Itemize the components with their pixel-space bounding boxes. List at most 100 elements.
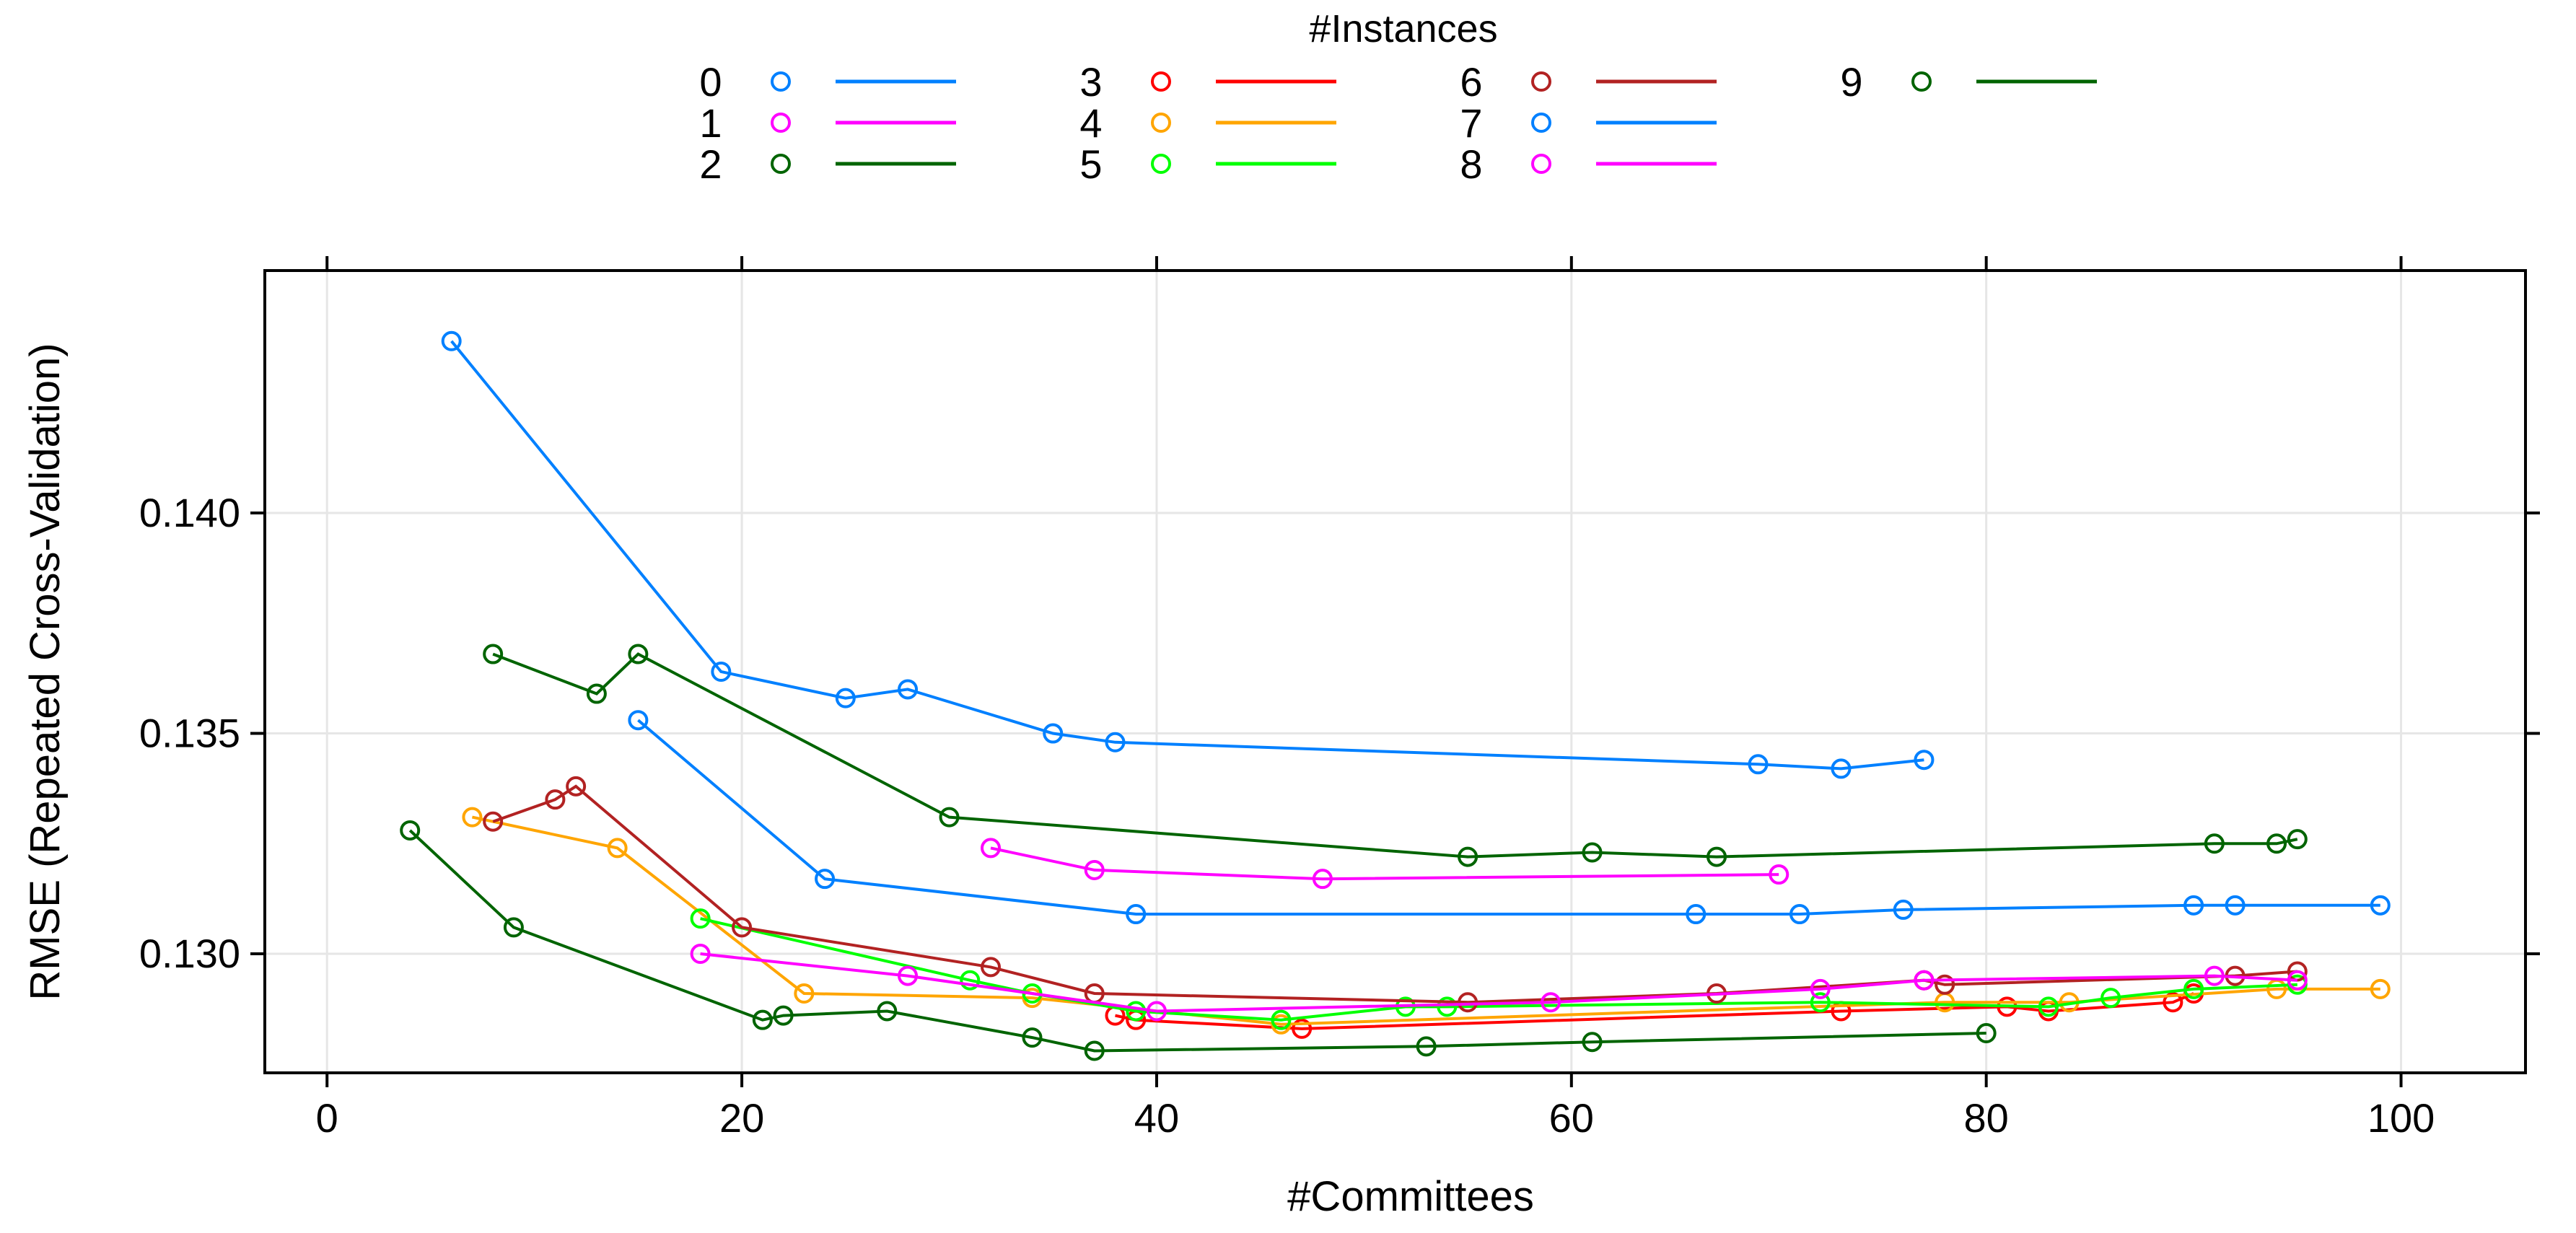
data-point [1271, 1009, 1292, 1030]
legend-label: 0 [699, 59, 722, 105]
data-point [981, 838, 1002, 859]
y-tick-label: 0.130 [139, 931, 240, 976]
legend-marker [1531, 113, 1551, 133]
data-point [586, 683, 607, 704]
data-point [2163, 992, 2183, 1013]
data-point [898, 965, 919, 986]
data-point [732, 917, 753, 938]
data-point [1686, 904, 1707, 925]
plot-frame [263, 269, 2527, 1074]
data-point [2038, 996, 2059, 1017]
series-7 [628, 710, 2391, 925]
x-tick-label: 20 [719, 1095, 764, 1141]
axes: 0 20 40 60 80 100 0.130 0.135 0.140 [139, 256, 2540, 1141]
legend-label: 1 [699, 100, 722, 146]
data-point [690, 908, 711, 929]
data-point [2204, 965, 2225, 986]
data-point [1126, 1001, 1147, 1022]
data-point [441, 330, 462, 351]
legend-entry-3: 3 [1079, 59, 1336, 105]
legend-marker [1151, 154, 1171, 174]
data-point [1893, 899, 1914, 920]
series-line [450, 340, 1924, 771]
data-point [2183, 978, 2204, 999]
legend-entry-8: 8 [1460, 141, 1717, 187]
data-point [1541, 992, 1561, 1013]
data-point [1935, 974, 1955, 995]
plot-panel: 0 20 40 60 80 100 0.130 0.135 0.140 [139, 256, 2540, 1141]
data-point [1810, 992, 1831, 1013]
data-point [2370, 978, 2391, 999]
data-point [1312, 869, 1333, 890]
data-point [711, 662, 732, 682]
series-line [471, 815, 2380, 1026]
legend-marker [771, 154, 791, 174]
data-point [981, 957, 1002, 978]
data-point [2100, 988, 2121, 1009]
data-point [2287, 970, 2308, 991]
data-point [483, 644, 504, 664]
series-line [492, 784, 2297, 1004]
legend: #Instances 012 345 678 9 [699, 7, 2097, 187]
legend-entry-6: 6 [1460, 59, 1717, 105]
data-point [752, 1009, 773, 1030]
legend-label: 3 [1079, 59, 1102, 105]
data-point [2183, 895, 2204, 916]
x-tick-label: 60 [1549, 1095, 1594, 1141]
legend-entry-0: 0 [699, 59, 956, 105]
series-0 [441, 330, 1935, 779]
data-point [690, 944, 711, 965]
data-point [1084, 1040, 1105, 1061]
series-line [990, 846, 1779, 881]
data-point [1105, 732, 1126, 752]
series-line [1115, 992, 2194, 1030]
data-point [1416, 1036, 1437, 1057]
x-tick-label: 0 [316, 1095, 338, 1141]
legend-entry-9: 9 [1840, 59, 2097, 105]
data-point [1084, 859, 1105, 880]
data-point [2225, 895, 2246, 916]
legend-entry-7: 7 [1460, 100, 1717, 146]
data-point [2370, 895, 2391, 916]
x-tick-label: 80 [1964, 1095, 2009, 1141]
data-point [1146, 1001, 1167, 1022]
data-point [483, 811, 504, 832]
x-tick-label: 100 [2367, 1095, 2435, 1141]
legend-entry-4: 4 [1079, 100, 1336, 146]
data-point [1976, 1023, 1997, 1044]
x-tick-label: 40 [1134, 1095, 1179, 1141]
data-point [815, 869, 836, 890]
data-point [1022, 1027, 1043, 1048]
series-9 [400, 820, 1997, 1061]
data-point [1458, 992, 1478, 1013]
data-point [1437, 996, 1458, 1017]
y-tick-label: 0.135 [139, 711, 240, 756]
series-line [637, 719, 2380, 916]
data-point [939, 807, 960, 828]
y-axis-label: RMSE (Repeated Cross-Validation) [22, 343, 69, 1000]
series-line [700, 952, 2297, 1013]
data-point [1126, 904, 1147, 925]
legend-marker [771, 113, 791, 133]
data-point [1810, 978, 1831, 999]
data-point [960, 970, 981, 991]
data-point [1582, 842, 1603, 863]
legend-label: 5 [1079, 141, 1102, 187]
data-point [1458, 846, 1478, 867]
data-point [2287, 829, 2308, 850]
data-point [545, 789, 566, 810]
legend-marker [1151, 113, 1171, 133]
series-line [408, 829, 1986, 1053]
legend-entry-5: 5 [1079, 141, 1336, 187]
legend-title: #Instances [1309, 7, 1497, 51]
data-point [462, 807, 483, 828]
data-point [1789, 904, 1810, 925]
legend-label: 6 [1460, 59, 1482, 105]
data-point [566, 776, 587, 797]
data-point [628, 710, 649, 731]
series-layer [400, 330, 2391, 1061]
data-point [1914, 750, 1935, 771]
data-point [1769, 864, 1789, 885]
data-point [1831, 758, 1852, 779]
